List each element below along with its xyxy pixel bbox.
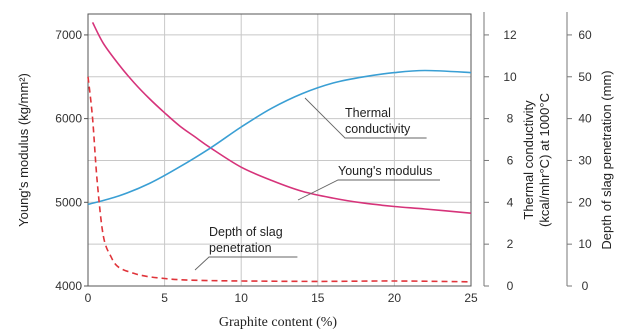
x-tick-label: 5 (161, 291, 168, 305)
axes: 0 5 10 15 20 25 4000 5000 6000 7000 0 2 4 6 8 10 12 0 10 20… (55, 12, 592, 305)
right2-tick-label: 30 (578, 153, 592, 167)
left-tick-label: 6000 (55, 112, 82, 126)
annotation-leader (304, 97, 427, 139)
right1-tick-label: 0 (507, 279, 514, 293)
x-tick-label: 20 (388, 291, 402, 305)
right1-axis-label: (kcal/mhr°C) at 1000°C (537, 93, 552, 227)
axis-labels: Graphite content (%) Young's modulus (kg/… (16, 70, 614, 330)
left-tick-label: 7000 (55, 28, 82, 42)
right2-tick-label: 20 (578, 195, 592, 209)
right1-tick-label: 8 (507, 112, 514, 126)
right1-tick-label: 6 (507, 153, 514, 167)
annotation-label: penetration (209, 241, 272, 255)
x-tick-label: 10 (235, 291, 249, 305)
annotation-leader (194, 256, 298, 271)
annotation-label: Thermal (345, 106, 391, 120)
right1-tick-label: 12 (503, 28, 517, 42)
right1-tick-label: 10 (503, 70, 517, 84)
right2-tick-label: 50 (578, 70, 592, 84)
annotation-leader (297, 179, 440, 201)
right2-tick-label: 60 (578, 28, 592, 42)
grid (88, 14, 471, 286)
annotations: Thermal conductivity Young's modulus Depth … (194, 97, 440, 271)
right2-tick-label: 10 (578, 237, 592, 251)
annotation-label: Depth of slag (209, 225, 283, 239)
left-axis-label: Young's modulus (kg/mm²) (16, 73, 31, 227)
series-line-thermal-conductivity (87, 69, 472, 206)
right2-tick-label: 40 (578, 112, 592, 126)
x-tick-label: 25 (464, 291, 478, 305)
right1-axis-label: Thermal conductivity (521, 100, 536, 220)
plot-frame (87, 13, 472, 287)
right2-axis-label: Depth of slag penetration (mm) (599, 70, 614, 249)
right1-tick-label: 2 (507, 237, 514, 251)
left-tick-label: 5000 (55, 195, 82, 209)
right1-tick-label: 4 (507, 195, 514, 209)
x-tick-label: 15 (311, 291, 325, 305)
annotation-label: Young's modulus (338, 164, 432, 178)
x-axis-label: Graphite content (%) (219, 315, 338, 330)
x-tick-label: 0 (85, 291, 92, 305)
left-tick-label: 4000 (55, 279, 82, 293)
right2-tick-label: 0 (582, 279, 589, 293)
series-layer (87, 22, 472, 283)
annotation-label: conductivity (345, 122, 411, 136)
